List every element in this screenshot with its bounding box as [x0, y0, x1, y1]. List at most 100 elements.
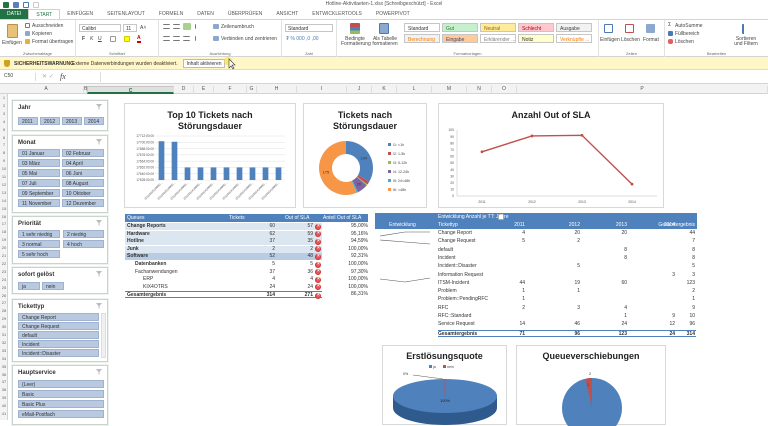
- year-header[interactable]: 2013: [615, 222, 627, 228]
- italic-button[interactable]: K: [90, 36, 94, 42]
- table-row[interactable]: Change Report 4 20 20 44: [438, 230, 696, 237]
- font-name-select[interactable]: Calibri: [79, 24, 121, 32]
- column-header-k[interactable]: K: [372, 86, 397, 94]
- cell-style-3[interactable]: Neutral: [480, 23, 516, 32]
- slicer-item[interactable]: Change Report: [18, 313, 99, 321]
- slicer-item[interactable]: 2014: [84, 117, 104, 125]
- formula-input[interactable]: [100, 72, 766, 82]
- row-header[interactable]: 26: [1, 292, 7, 298]
- row-header[interactable]: 2: [2, 102, 6, 108]
- cell-style-2[interactable]: Gut: [442, 23, 478, 32]
- enable-content-button[interactable]: Inhalt aktivieren: [183, 59, 225, 68]
- column-header-j[interactable]: J: [347, 86, 372, 94]
- align-left-icon[interactable]: [163, 36, 170, 41]
- slicer-item[interactable]: 05 Mai: [18, 169, 60, 177]
- table-row[interactable]: Datenbanken 5 5: [125, 261, 322, 268]
- row-header[interactable]: 32: [1, 339, 7, 345]
- clear-filter-icon[interactable]: [96, 271, 102, 277]
- column-header-l[interactable]: L: [397, 86, 432, 94]
- row-header[interactable]: 34: [1, 355, 7, 361]
- chart-erstloesungsquote[interactable]: Erstlösungsquote ja nein 0% 100%: [382, 345, 507, 425]
- row-header[interactable]: 3: [2, 110, 6, 116]
- column-header-g[interactable]: G: [247, 86, 257, 94]
- autosum-button[interactable]: AutoSumme: [675, 23, 703, 29]
- row-header[interactable]: 7: [2, 142, 6, 148]
- slicer-item[interactable]: nein: [42, 282, 64, 290]
- slicer-item[interactable]: 12 Dezember: [62, 199, 104, 207]
- merge-center-button[interactable]: Verbinden und zentrieren: [221, 36, 277, 42]
- orientation-icon[interactable]: [195, 24, 202, 29]
- align-center-icon[interactable]: [173, 36, 180, 41]
- table-row[interactable]: RFC::Standard 1 9 10: [438, 313, 696, 320]
- paste-button[interactable]: Einfügen: [2, 40, 22, 46]
- row-header[interactable]: 13: [1, 189, 7, 195]
- row-header[interactable]: 11: [1, 174, 7, 179]
- insert-cells-button[interactable]: Einfügen: [600, 37, 620, 43]
- column-header-a[interactable]: A: [9, 86, 84, 94]
- redo-icon[interactable]: [33, 1, 39, 8]
- clear-filter-icon[interactable]: [96, 303, 102, 309]
- slicer-item[interactable]: default: [18, 331, 99, 339]
- cell-style-8[interactable]: Erklärender ...: [480, 34, 516, 43]
- font-color-icon[interactable]: A: [137, 35, 141, 43]
- slicer-item[interactable]: 2011: [18, 117, 38, 125]
- slicer-item[interactable]: 2 niedrig: [63, 230, 104, 238]
- row-header[interactable]: 8: [2, 150, 6, 156]
- cell-style-1[interactable]: Standard: [404, 23, 440, 32]
- cell-style-5[interactable]: Ausgabe: [556, 23, 592, 32]
- row-header[interactable]: 37: [1, 379, 7, 385]
- row-header[interactable]: 18: [1, 229, 7, 235]
- row-header[interactable]: 4: [2, 118, 6, 124]
- tab-datei[interactable]: DATEI: [0, 9, 29, 19]
- name-box[interactable]: C50: [2, 73, 36, 81]
- table-row[interactable]: ITSM-Incident 44 19 60 123: [438, 280, 696, 287]
- year-header[interactable]: 2011: [514, 222, 525, 228]
- fill-color-icon[interactable]: [124, 36, 130, 42]
- table-row[interactable]: Problem::PendingRFC 1 1: [438, 296, 696, 303]
- row-header[interactable]: 19: [1, 237, 7, 243]
- slicer-item[interactable]: 11 November: [18, 199, 60, 207]
- align-middle-icon[interactable]: [173, 24, 180, 29]
- tab-powerpivot[interactable]: POWERPIVOT: [375, 11, 410, 17]
- column-header-m[interactable]: M: [432, 86, 467, 94]
- clear-filter-icon[interactable]: [96, 104, 102, 110]
- column-header-h[interactable]: H: [257, 86, 297, 94]
- table-row[interactable]: Service Request 14 46 24 12 96: [438, 321, 696, 328]
- row-header[interactable]: 24: [1, 276, 7, 282]
- slicer-scrollbar[interactable]: [101, 313, 106, 358]
- chart-donut-stoerungsdauer[interactable]: Tickets nach Störungsdauer 104 20 175 I1: <…: [303, 103, 427, 208]
- align-right-icon[interactable]: [183, 36, 190, 41]
- cell-style-6[interactable]: Berechnung: [404, 34, 440, 43]
- format-cells-button[interactable]: Format: [643, 37, 659, 43]
- column-header-i[interactable]: I: [297, 86, 347, 94]
- row-header[interactable]: 30: [1, 324, 7, 330]
- row-header[interactable]: 15: [1, 205, 7, 211]
- delete-cells-button[interactable]: Löschen: [621, 37, 640, 43]
- slicer-item[interactable]: Incident::Disaster: [18, 349, 99, 357]
- tab-ueberpruefen[interactable]: ÜBERPRÜFEN: [227, 11, 263, 17]
- table-row[interactable]: Problem 1 1 2: [438, 288, 696, 295]
- cut-button[interactable]: Ausschneiden: [32, 23, 64, 29]
- column-header[interactable]: Queues: [127, 215, 145, 221]
- format-as-table-button[interactable]: Als Tabelle formatieren: [372, 36, 398, 47]
- row-header[interactable]: 21: [1, 253, 7, 258]
- slicer-item[interactable]: 06 Juni: [62, 169, 104, 177]
- slicer-item[interactable]: 10 Oktober: [62, 189, 104, 197]
- slicer-item[interactable]: 07 Juli: [18, 179, 60, 187]
- copy-button[interactable]: Kopieren: [32, 31, 53, 37]
- tab-start[interactable]: START: [28, 9, 61, 19]
- tab-einfuegen[interactable]: EINFÜGEN: [67, 11, 94, 17]
- slicer-item[interactable]: (Leer): [18, 380, 104, 388]
- row-header[interactable]: 27: [1, 300, 7, 306]
- slicer-item[interactable]: 03 März: [18, 159, 60, 167]
- row-header[interactable]: 38: [1, 387, 7, 393]
- table-row[interactable]: Junk 2 2: [125, 245, 322, 253]
- column-header-o[interactable]: O: [492, 86, 517, 94]
- tab-seitenlayout[interactable]: SEITENLAYOUT: [107, 11, 145, 17]
- table-row[interactable]: Incident::Disaster 5 5: [438, 263, 696, 270]
- row-header[interactable]: 6: [2, 134, 6, 140]
- table-row[interactable]: Software 52 48: [125, 253, 322, 261]
- row-header[interactable]: 1: [2, 95, 6, 100]
- slicer-item[interactable]: Incident: [18, 340, 99, 348]
- slicer-item[interactable]: Basic: [18, 390, 104, 398]
